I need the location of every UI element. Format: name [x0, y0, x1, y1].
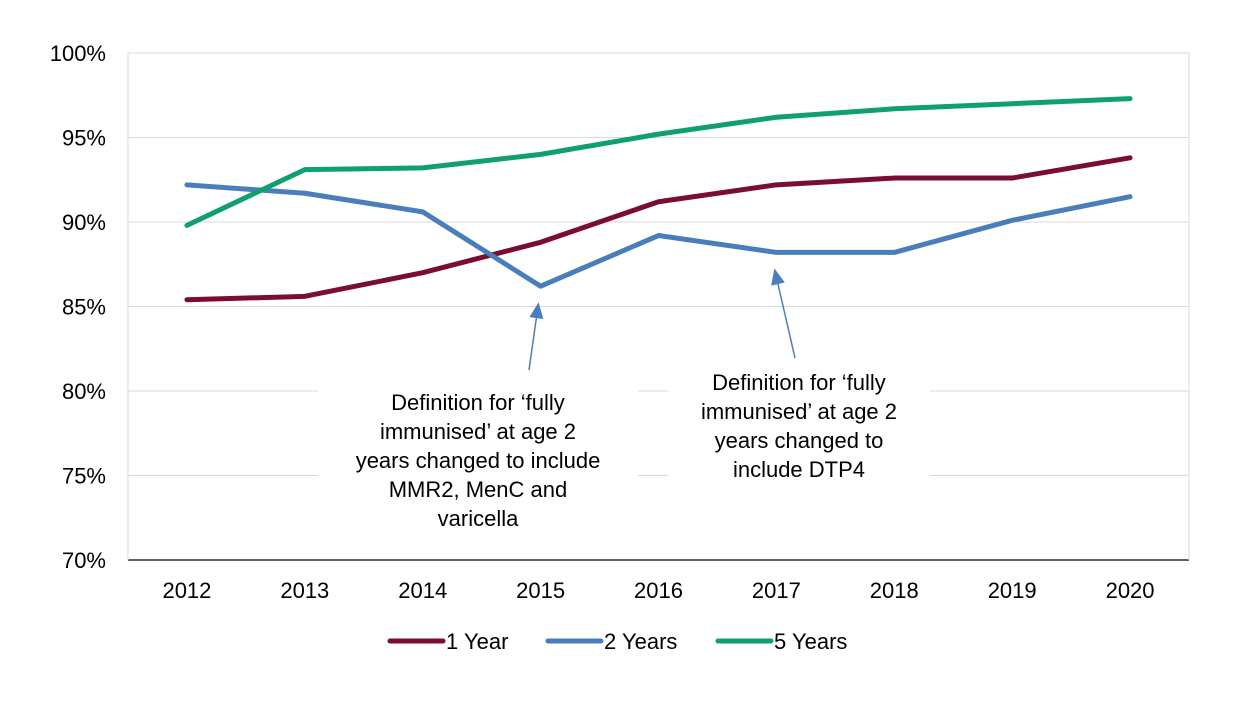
annotation-2015: Definition for ‘fully immunised’ at age …: [318, 384, 638, 538]
y-tick-label-95: 95%: [62, 126, 106, 151]
y-tick-label-85: 85%: [62, 295, 106, 320]
y-axis-tick-labels: 70% 75% 80% 85% 90% 95% 100%: [50, 41, 106, 573]
legend: 1 Year 2 Years 5 Years: [387, 629, 847, 654]
legend-label-5-years: 5 Years: [774, 629, 847, 654]
annotation-arrows: [528, 268, 796, 371]
annotation-2017-text: Definition for ‘fully immunised’ at age …: [700, 370, 898, 482]
y-tick-label-90: 90%: [62, 210, 106, 235]
annotation-arrow-line-2015: [528, 317, 538, 371]
y-tick-label-80: 80%: [62, 379, 106, 404]
x-tick-label-2015: 2015: [516, 578, 565, 603]
annotation-arrowhead-2017: [771, 268, 785, 286]
gridlines: [127, 52, 1190, 561]
x-tick-label-2016: 2016: [634, 578, 683, 603]
x-tick-label-2014: 2014: [398, 578, 447, 603]
annotation-2015-text: Definition for ‘fully immunised’ at age …: [355, 390, 601, 531]
legend-label-1-year: 1 Year: [446, 629, 508, 654]
x-tick-label-2020: 2020: [1106, 578, 1155, 603]
x-tick-label-2019: 2019: [988, 578, 1037, 603]
series-lines: [184, 96, 1133, 303]
y-tick-label-75: 75%: [62, 464, 106, 489]
x-axis-tick-labels: 2012 2013 2014 2015 2016 2017 2018 2019 2020: [162, 578, 1154, 603]
x-tick-label-2012: 2012: [162, 578, 211, 603]
series-line-5-years: [184, 96, 1133, 228]
x-tick-label-2017: 2017: [752, 578, 801, 603]
legend-label-2-years: 2 Years: [604, 629, 677, 654]
series-line-2-years: [184, 182, 1133, 289]
annotation-arrow-line-2017: [777, 283, 796, 359]
x-tick-label-2013: 2013: [280, 578, 329, 603]
x-tick-label-2018: 2018: [870, 578, 919, 603]
y-tick-label-100: 100%: [50, 41, 106, 66]
series-line-1-year: [184, 155, 1133, 303]
annotation-arrowhead-2015: [529, 302, 544, 320]
y-tick-label-70: 70%: [62, 548, 106, 573]
annotation-2017: Definition for ‘fully immunised’ at age …: [668, 366, 930, 488]
